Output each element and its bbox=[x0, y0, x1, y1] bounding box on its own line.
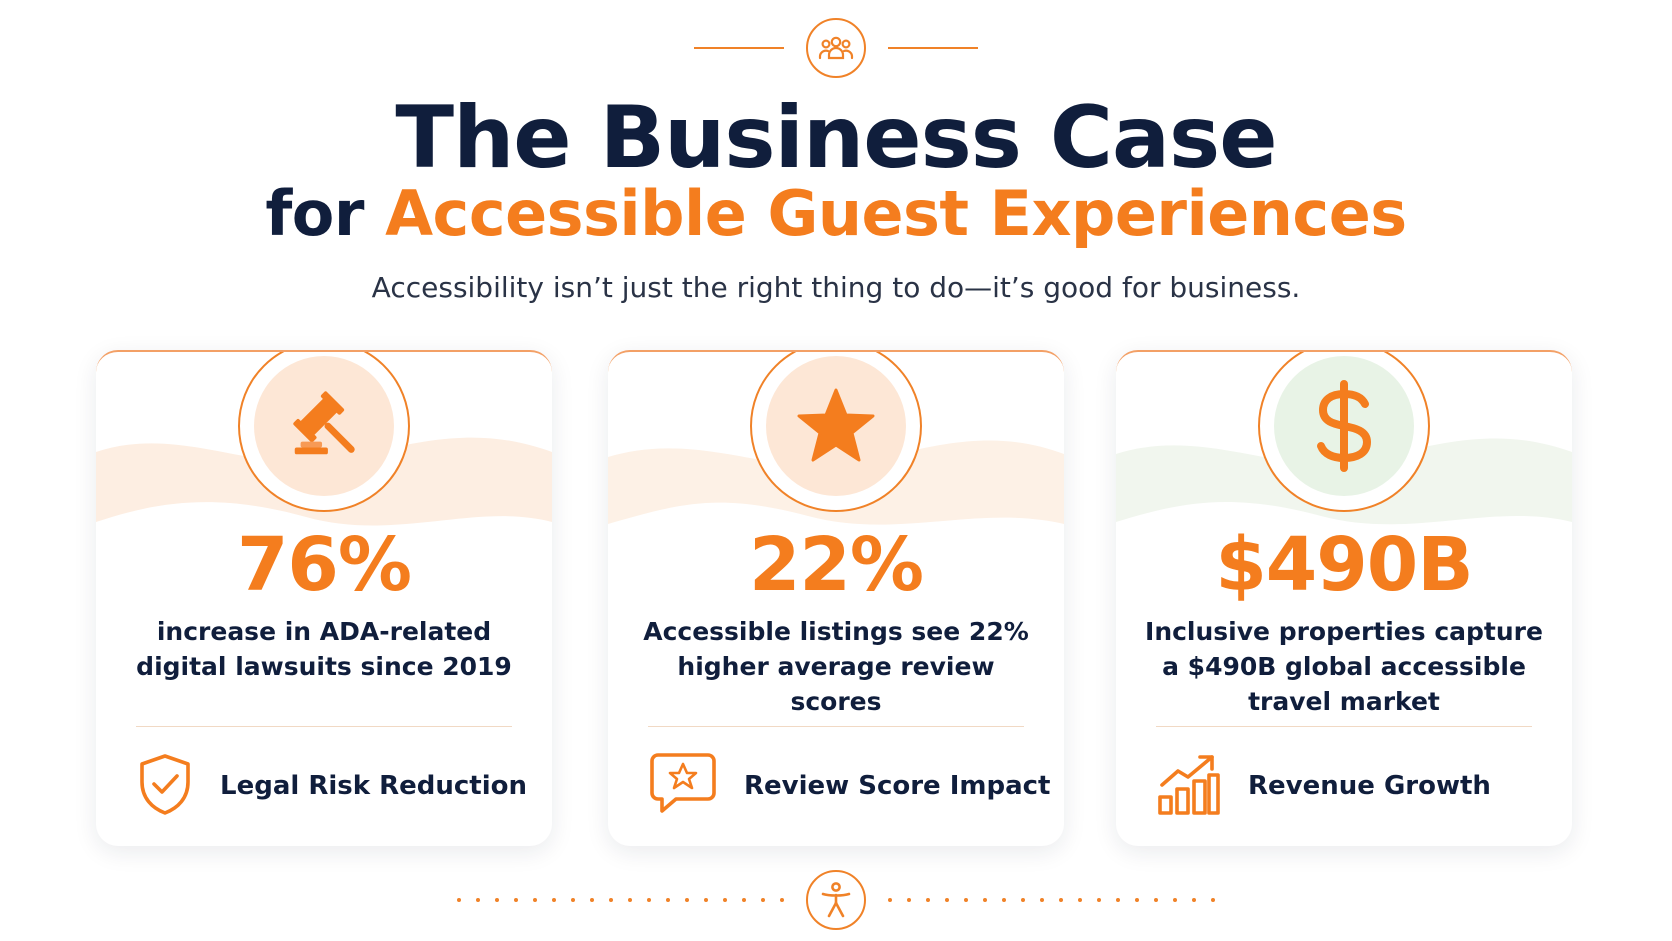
gavel-icon bbox=[254, 356, 394, 496]
card-divider bbox=[136, 726, 512, 727]
subtitle-prefix: for bbox=[265, 177, 364, 250]
card-divider bbox=[648, 726, 1024, 727]
card-footer: Legal Risk Reduction bbox=[136, 750, 527, 822]
footer-label: Revenue Growth bbox=[1248, 771, 1491, 801]
dotted-line-left bbox=[457, 898, 784, 902]
footer-label: Legal Risk Reduction bbox=[220, 771, 527, 801]
divider-line-right bbox=[888, 47, 978, 49]
stat-value: 76% bbox=[236, 522, 412, 608]
gavel-icon-badge bbox=[238, 352, 410, 512]
card-footer: Review Score Impact bbox=[648, 750, 1051, 822]
shield-check-icon bbox=[136, 752, 194, 820]
divider-line-left bbox=[694, 47, 784, 49]
card-footer: Revenue Growth bbox=[1156, 750, 1532, 822]
chat-star-icon bbox=[648, 751, 718, 821]
bar-chart-growth-icon bbox=[1156, 751, 1222, 821]
star-icon-badge bbox=[750, 352, 922, 512]
star-icon bbox=[766, 356, 906, 496]
page-subtitle: for Accessible Guest Experiences bbox=[0, 176, 1672, 252]
stat-description: increase in ADA-related digital lawsuits… bbox=[136, 617, 512, 681]
page-title: The Business Case bbox=[395, 88, 1277, 188]
stat-card-legal: 76% increase in ADA-related digital laws… bbox=[96, 350, 552, 846]
stat-description: Inclusive properties capture a $490B glo… bbox=[1145, 617, 1543, 716]
bottom-decoration bbox=[0, 868, 1672, 932]
dollar-icon-badge bbox=[1258, 352, 1430, 512]
tagline: Accessibility isn’t just the right thing… bbox=[371, 271, 1301, 304]
stat-value: $490B bbox=[1215, 522, 1473, 608]
footer-label: Review Score Impact bbox=[744, 771, 1051, 801]
top-decoration bbox=[0, 16, 1672, 80]
dotted-line-right bbox=[888, 898, 1215, 902]
dollar-icon bbox=[1274, 356, 1414, 496]
stat-card-reviews: 22% Accessible listings see 22% higher a… bbox=[608, 350, 1064, 846]
accessibility-person-icon bbox=[806, 870, 866, 930]
stat-card-revenue: $490B Inclusive properties capture a $49… bbox=[1116, 350, 1572, 846]
stat-description: Accessible listings see 22% higher avera… bbox=[643, 617, 1029, 716]
card-divider bbox=[1156, 726, 1532, 727]
stat-value: 22% bbox=[748, 522, 924, 608]
subtitle-highlight: Accessible Guest Experiences bbox=[385, 177, 1407, 250]
people-group-icon bbox=[806, 18, 866, 78]
